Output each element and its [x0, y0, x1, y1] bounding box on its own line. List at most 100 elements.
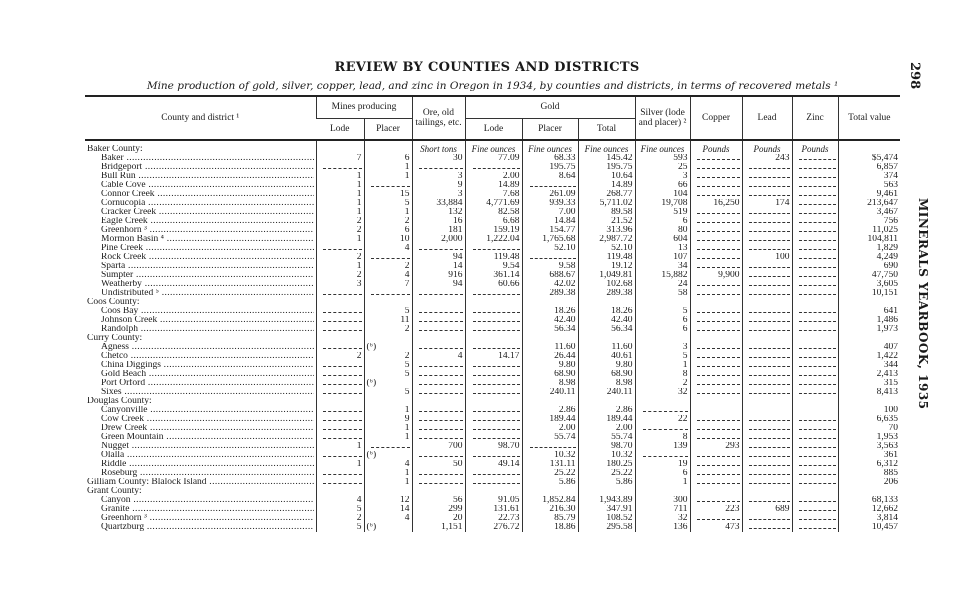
- empty-cell: [837, 298, 901, 307]
- dash-leader: [749, 523, 790, 529]
- blank-dash-cell: [741, 307, 793, 316]
- value-cell: 108.52: [577, 514, 636, 523]
- value-cell: 206: [837, 478, 901, 487]
- running-head: MINERALS YEARBOOK, 1935: [916, 198, 930, 410]
- dash-leader: [370, 253, 410, 259]
- district-name: Sparta: [87, 262, 314, 271]
- dash-leader: [798, 208, 836, 214]
- blank-dash-cell: [464, 244, 522, 253]
- blank-dash-cell: [315, 316, 364, 325]
- value-cell: 94: [411, 253, 465, 262]
- blank-dash-cell: [791, 163, 839, 172]
- dash-leader: [749, 415, 790, 421]
- value-cell: 2.00: [521, 424, 578, 433]
- value-cell: 25.22: [577, 469, 636, 478]
- value-cell: 19,708: [634, 199, 691, 208]
- empty-cell: [315, 298, 364, 307]
- value-cell: 19.12: [577, 262, 636, 271]
- dash-leader: [798, 226, 836, 232]
- empty-cell: [315, 334, 364, 343]
- district-name: Green Mountain: [87, 433, 314, 442]
- district-cell: Cable Cove: [85, 181, 316, 190]
- value-cell: 8.98: [577, 379, 636, 388]
- blank-dash-cell: [464, 433, 522, 442]
- blank-dash-cell: [791, 442, 839, 451]
- value-cell: 49.14: [464, 460, 522, 469]
- empty-cell: [634, 397, 691, 406]
- table-row: Cornucopia1533,8844,771.69939.335,711.02…: [85, 199, 901, 208]
- blank-dash-cell: [741, 163, 793, 172]
- blank-dash-cell: [464, 307, 522, 316]
- value-cell: 47,750: [837, 271, 901, 280]
- blank-dash-cell: [464, 388, 522, 397]
- dash-leader: [322, 415, 362, 421]
- dash-leader: [798, 505, 836, 511]
- value-cell: 4,771.69: [464, 199, 522, 208]
- value-cell: 11.60: [577, 343, 636, 352]
- dash-leader: [749, 442, 790, 448]
- blank-dash-cell: [741, 235, 793, 244]
- value-cell: 100: [837, 406, 901, 415]
- dash-leader: [749, 352, 790, 358]
- value-cell: 10,457: [837, 523, 901, 532]
- empty-cell: [634, 487, 691, 496]
- blank-dash-cell: [315, 433, 364, 442]
- value-cell: 1: [363, 433, 412, 442]
- blank-dash-cell: [791, 451, 839, 460]
- dash-leader: [798, 361, 836, 367]
- dash-leader: [419, 469, 463, 475]
- value-cell: 5: [363, 361, 412, 370]
- value-cell: 2.00: [464, 172, 522, 181]
- district-name: Gilliam County: Blalock Island: [87, 478, 314, 487]
- dash-leader: [749, 451, 790, 457]
- production-table: County and district ¹ Mines producing Or…: [85, 95, 901, 532]
- empty-cell: [689, 487, 743, 496]
- blank-dash-cell: [791, 361, 839, 370]
- blank-dash-cell: [791, 172, 839, 181]
- dash-leader: [697, 253, 740, 259]
- district-name: Riddle: [87, 460, 314, 469]
- blank-dash-cell: [315, 379, 364, 388]
- empty-cell: [741, 298, 793, 307]
- dash-leader: [322, 163, 362, 169]
- blank-dash-cell: [741, 433, 793, 442]
- blank-dash-cell: [464, 316, 522, 325]
- dash-leader: [472, 406, 520, 412]
- district-name: Cow Creek: [87, 415, 314, 424]
- blank-dash-cell: [689, 262, 743, 271]
- blank-dash-cell: [689, 163, 743, 172]
- value-cell: 2: [315, 352, 364, 361]
- value-cell: 9: [411, 181, 465, 190]
- value-cell: 3: [411, 172, 465, 181]
- blank-dash-cell: [689, 361, 743, 370]
- value-cell: 213,647: [837, 199, 901, 208]
- dash-leader: [749, 235, 790, 241]
- dash-leader: [749, 208, 790, 214]
- value-cell: 56.34: [521, 325, 578, 334]
- value-cell: 195.75: [521, 163, 578, 172]
- table-row: Canyonville 1 2.862.86 100: [85, 406, 901, 415]
- dash-leader: [749, 388, 790, 394]
- blank-dash-cell: [689, 433, 743, 442]
- value-cell: 7: [315, 154, 364, 163]
- value-cell: 2: [363, 217, 412, 226]
- value-cell: 25: [634, 163, 691, 172]
- unit-label: Fine ounces: [521, 140, 578, 154]
- empty-cell: [363, 487, 412, 496]
- dash-leader: [419, 244, 463, 250]
- blank-dash-cell: [689, 424, 743, 433]
- value-cell: 2.86: [521, 406, 578, 415]
- dash-leader: [749, 181, 790, 187]
- value-cell: 295.58: [577, 523, 636, 532]
- district-name: Connor Creek: [87, 190, 314, 199]
- district-cell: China Diggings: [85, 361, 316, 370]
- value-cell: 6,635: [837, 415, 901, 424]
- blank-dash-cell: [689, 469, 743, 478]
- value-cell: 7: [363, 280, 412, 289]
- dash-leader: [472, 289, 520, 295]
